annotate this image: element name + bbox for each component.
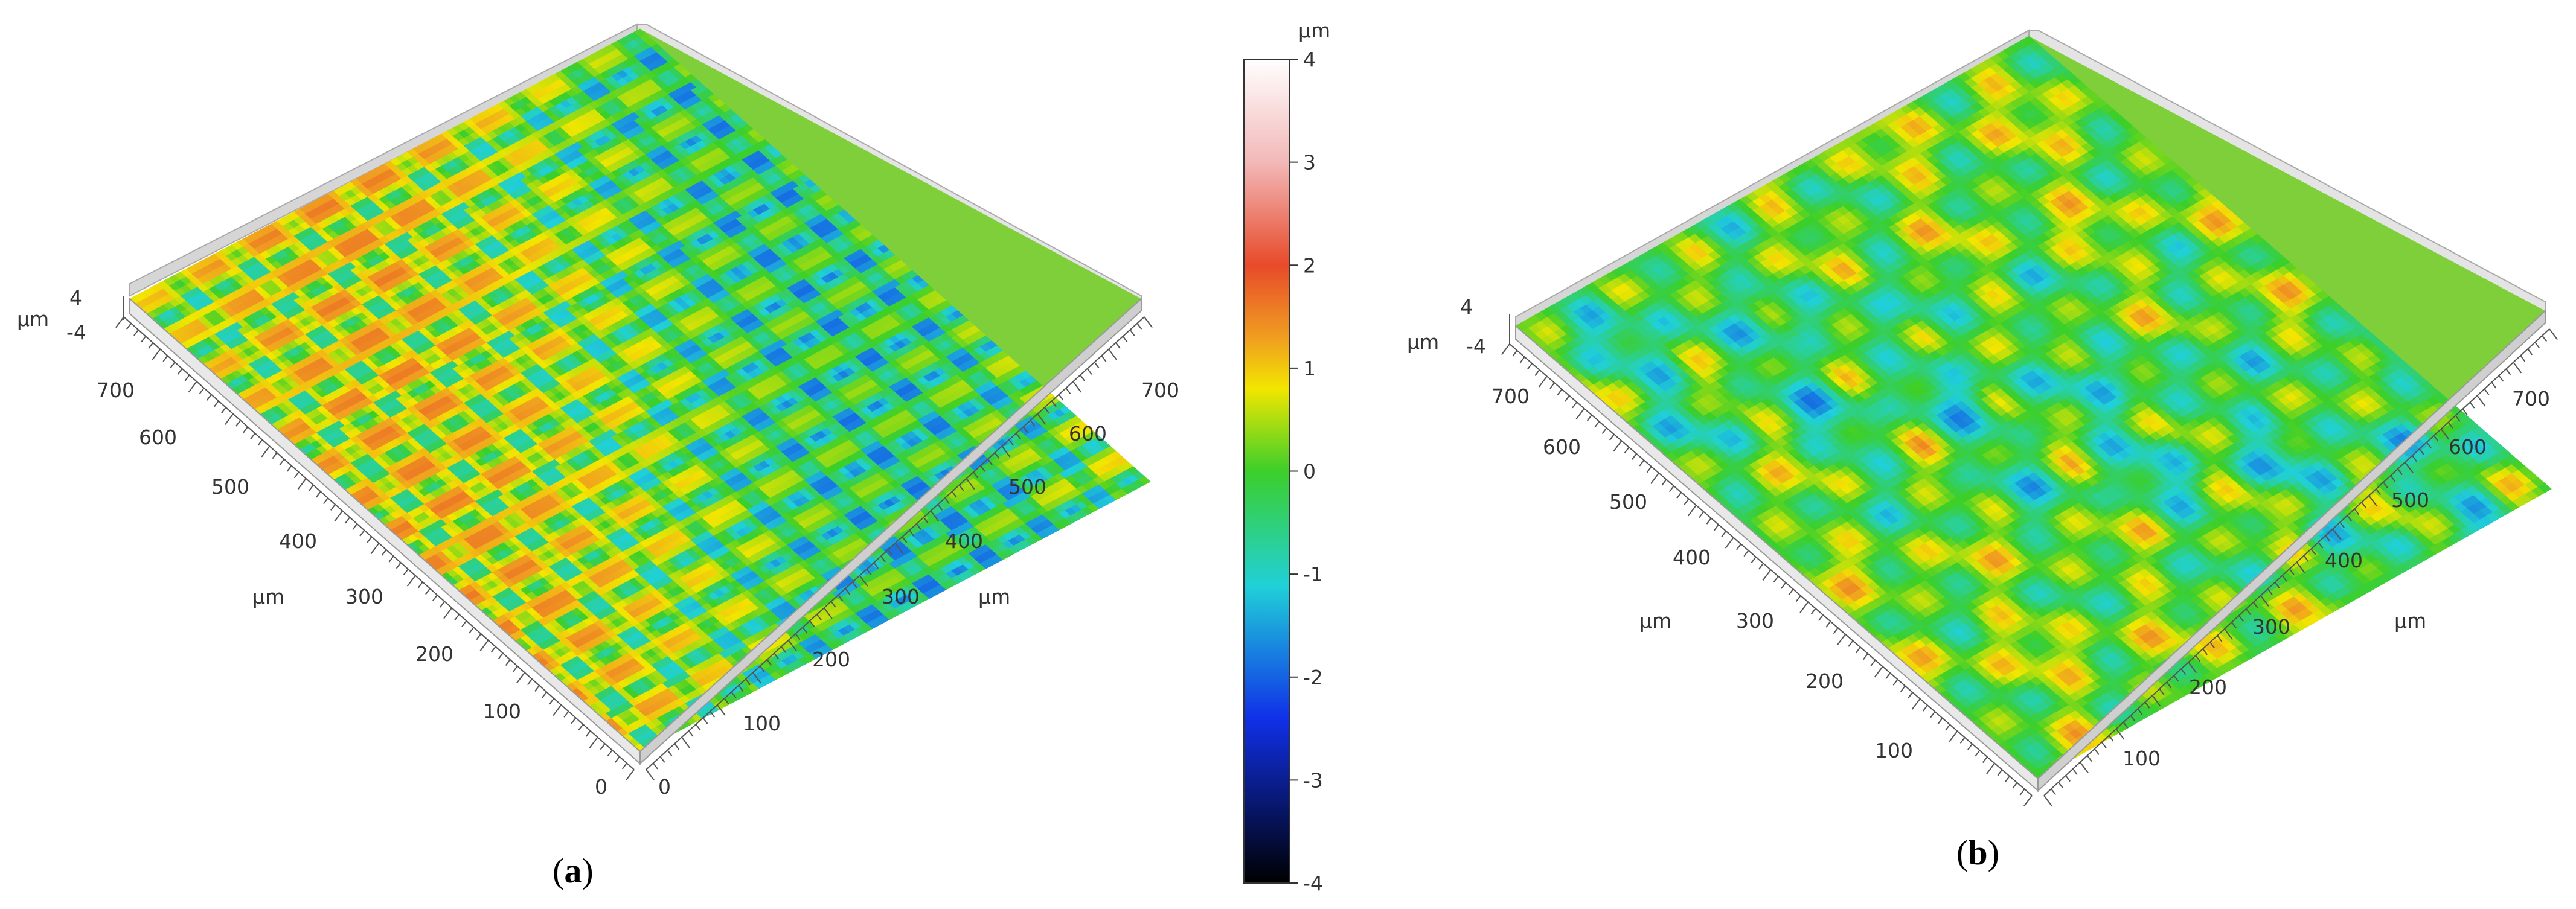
panel-a-surface-texture [129, 28, 1151, 752]
panel-a-surface-plot: 700 600 500 400 300 200 100 0 µm 0 100 2… [17, 23, 1179, 890]
